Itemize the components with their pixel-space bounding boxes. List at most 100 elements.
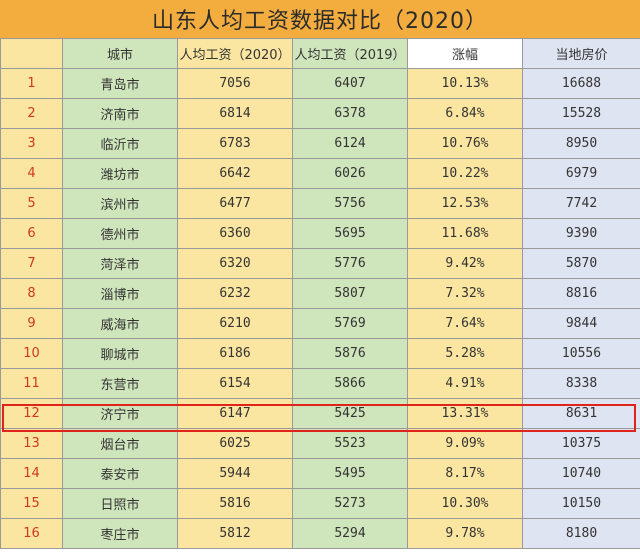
cell-wage-2020: 6320: [177, 248, 293, 279]
cell-city: 枣庄市: [62, 518, 178, 549]
cell-wage-2019: 5523: [292, 428, 408, 459]
table-title: 山东人均工资数据对比（2020）: [152, 9, 488, 34]
cell-wage-2020: 6025: [177, 428, 293, 459]
cell-city: 潍坊市: [62, 158, 178, 189]
cell-city: 青岛市: [62, 68, 178, 99]
cell-house-price: 7742: [522, 188, 640, 219]
cell-city: 菏泽市: [62, 248, 178, 279]
cell-wage-2019: 5756: [292, 188, 408, 219]
cell-increase: 5.28%: [407, 338, 523, 369]
table-row: 14 泰安市 5944 5495 8.17% 10740: [0, 458, 640, 489]
cell-wage-2019: 6378: [292, 98, 408, 129]
cell-rank: 11: [0, 368, 63, 399]
cell-house-price: 6979: [522, 158, 640, 189]
header-increase: 涨幅: [407, 38, 523, 69]
cell-house-price: 8816: [522, 278, 640, 309]
table-title-bar: 山东人均工资数据对比（2020）: [0, 0, 640, 39]
cell-wage-2019: 6026: [292, 158, 408, 189]
cell-rank: 2: [0, 98, 63, 129]
cell-house-price: 5870: [522, 248, 640, 279]
cell-rank: 14: [0, 458, 63, 489]
cell-house-price: 16688: [522, 68, 640, 99]
cell-house-price: 8950: [522, 128, 640, 159]
cell-rank: 3: [0, 128, 63, 159]
table-body: 1 青岛市 7056 6407 10.13% 16688 2 济南市 6814 6378 6.84%…: [0, 68, 640, 549]
cell-wage-2020: 6154: [177, 368, 293, 399]
cell-rank: 10: [0, 338, 63, 369]
table-row: 9 威海市 6210 5769 7.64% 9844: [0, 308, 640, 339]
cell-rank: 9: [0, 308, 63, 339]
cell-rank: 15: [0, 488, 63, 519]
header-city: 城市: [62, 38, 178, 69]
cell-house-price: 9844: [522, 308, 640, 339]
cell-city: 聊城市: [62, 338, 178, 369]
cell-wage-2019: 5769: [292, 308, 408, 339]
table-row: 10 聊城市 6186 5876 5.28% 10556: [0, 338, 640, 369]
table-row: 3 临沂市 6783 6124 10.76% 8950: [0, 128, 640, 159]
cell-increase: 8.17%: [407, 458, 523, 489]
cell-wage-2020: 6360: [177, 218, 293, 249]
cell-house-price: 10556: [522, 338, 640, 369]
cell-wage-2019: 5876: [292, 338, 408, 369]
cell-increase: 10.76%: [407, 128, 523, 159]
cell-city: 泰安市: [62, 458, 178, 489]
cell-house-price: 8631: [522, 398, 640, 429]
cell-city: 临沂市: [62, 128, 178, 159]
cell-house-price: 8180: [522, 518, 640, 549]
cell-house-price: 10150: [522, 488, 640, 519]
table-row: 2 济南市 6814 6378 6.84% 15528: [0, 98, 640, 129]
cell-increase: 13.31%: [407, 398, 523, 429]
cell-wage-2019: 5807: [292, 278, 408, 309]
cell-rank: 12: [0, 398, 63, 429]
cell-city: 济南市: [62, 98, 178, 129]
cell-city: 滨州市: [62, 188, 178, 219]
cell-wage-2019: 5866: [292, 368, 408, 399]
table-row: 8 淄博市 6232 5807 7.32% 8816: [0, 278, 640, 309]
header-house-price: 当地房价: [522, 38, 640, 69]
cell-increase: 9.09%: [407, 428, 523, 459]
cell-house-price: 9390: [522, 218, 640, 249]
cell-increase: 7.64%: [407, 308, 523, 339]
cell-increase: 10.13%: [407, 68, 523, 99]
cell-wage-2020: 6232: [177, 278, 293, 309]
cell-house-price: 10375: [522, 428, 640, 459]
cell-wage-2020: 5812: [177, 518, 293, 549]
cell-rank: 5: [0, 188, 63, 219]
table-row: 16 枣庄市 5812 5294 9.78% 8180: [0, 518, 640, 549]
cell-city: 日照市: [62, 488, 178, 519]
cell-wage-2020: 6186: [177, 338, 293, 369]
cell-house-price: 8338: [522, 368, 640, 399]
cell-wage-2019: 6407: [292, 68, 408, 99]
cell-city: 济宁市: [62, 398, 178, 429]
table-row: 7 菏泽市 6320 5776 9.42% 5870: [0, 248, 640, 279]
wage-table: 城市 人均工资（2020） 人均工资（2019） 涨幅 当地房价 1 青岛市 705…: [0, 38, 640, 549]
cell-rank: 16: [0, 518, 63, 549]
cell-wage-2019: 5495: [292, 458, 408, 489]
table-row: 1 青岛市 7056 6407 10.13% 16688: [0, 68, 640, 99]
cell-city: 威海市: [62, 308, 178, 339]
cell-wage-2020: 5816: [177, 488, 293, 519]
cell-rank: 6: [0, 218, 63, 249]
table-row: 13 烟台市 6025 5523 9.09% 10375: [0, 428, 640, 459]
table-row: 6 德州市 6360 5695 11.68% 9390: [0, 218, 640, 249]
cell-increase: 7.32%: [407, 278, 523, 309]
cell-city: 烟台市: [62, 428, 178, 459]
cell-rank: 1: [0, 68, 63, 99]
cell-increase: 9.78%: [407, 518, 523, 549]
cell-increase: 11.68%: [407, 218, 523, 249]
cell-wage-2020: 6147: [177, 398, 293, 429]
cell-wage-2019: 5273: [292, 488, 408, 519]
cell-rank: 8: [0, 278, 63, 309]
cell-wage-2019: 5776: [292, 248, 408, 279]
table-row: 5 滨州市 6477 5756 12.53% 7742: [0, 188, 640, 219]
cell-rank: 4: [0, 158, 63, 189]
header-row: 城市 人均工资（2020） 人均工资（2019） 涨幅 当地房价: [0, 38, 640, 69]
cell-city: 东营市: [62, 368, 178, 399]
cell-house-price: 10740: [522, 458, 640, 489]
cell-increase: 6.84%: [407, 98, 523, 129]
cell-wage-2020: 6783: [177, 128, 293, 159]
cell-rank: 7: [0, 248, 63, 279]
header-wage-2020: 人均工资（2020）: [177, 38, 293, 69]
header-rank: [0, 38, 63, 69]
table-row: 15 日照市 5816 5273 10.30% 10150: [0, 488, 640, 519]
